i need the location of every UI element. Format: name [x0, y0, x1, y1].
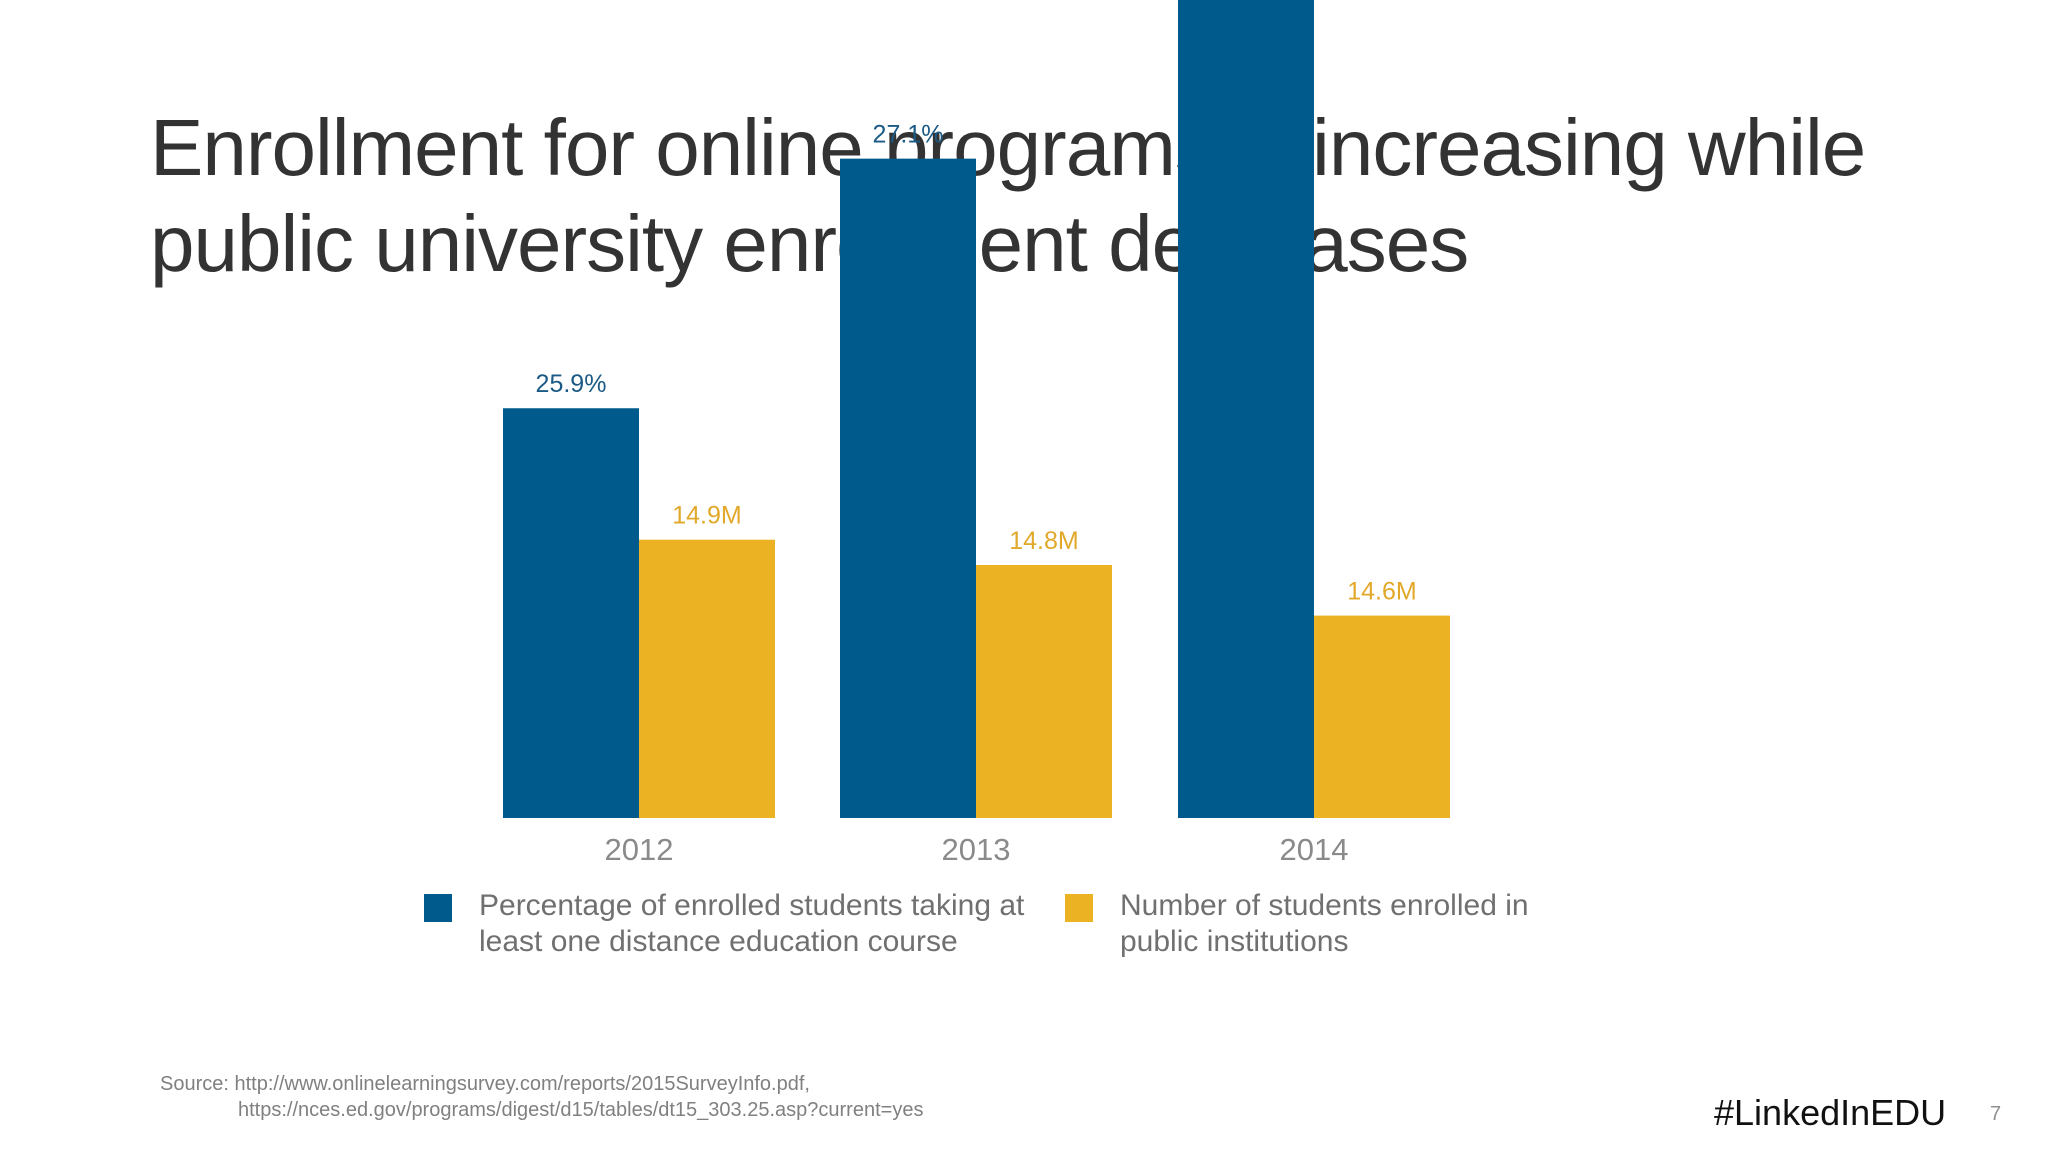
- category-label-2013: 2013: [942, 832, 1011, 867]
- bar-percentage-2014: [1178, 0, 1314, 819]
- hashtag: #LinkedInEDU: [1714, 1092, 1947, 1133]
- value-label-percentage-2013: 27.1%: [873, 121, 944, 149]
- legend-swatch-public-enrollment: [1065, 894, 1093, 922]
- source-line-1: Source: http://www.onlinelearningsurvey.…: [160, 1073, 810, 1095]
- category-labels-group: 2012 2013 2014: [605, 832, 1349, 867]
- bar-public-enrollment-2012: [639, 539, 775, 818]
- bar-percentage-2013: [840, 158, 976, 818]
- value-label-percentage-2012: 25.9%: [536, 370, 607, 398]
- legend-label-percentage: Percentage of enrolled students taking a…: [479, 889, 1025, 958]
- source-line-2: https://nces.ed.gov/programs/digest/d15/…: [238, 1099, 924, 1121]
- category-label-2014: 2014: [1280, 832, 1349, 867]
- value-label-public-enrollment-2012: 14.9M: [672, 502, 741, 530]
- legend-label-public-enrollment: Number of students enrolled in public in…: [1120, 889, 1529, 958]
- source-citation: Source: http://www.onlinelearningsurvey.…: [160, 1071, 923, 1123]
- bars-group: [503, 0, 1450, 819]
- page-number: 7: [1990, 1103, 2002, 1125]
- category-label-2012: 2012: [605, 832, 674, 867]
- bar-public-enrollment-2014: [1314, 615, 1450, 818]
- bar-percentage-2012: [503, 408, 639, 818]
- value-label-public-enrollment-2014: 14.6M: [1347, 578, 1416, 606]
- slide-title-line-1: Enrollment for online programs is increa…: [150, 103, 1866, 192]
- value-label-public-enrollment-2013: 14.8M: [1009, 527, 1078, 555]
- bar-public-enrollment-2013: [976, 565, 1112, 818]
- legend-swatch-percentage: [424, 894, 452, 922]
